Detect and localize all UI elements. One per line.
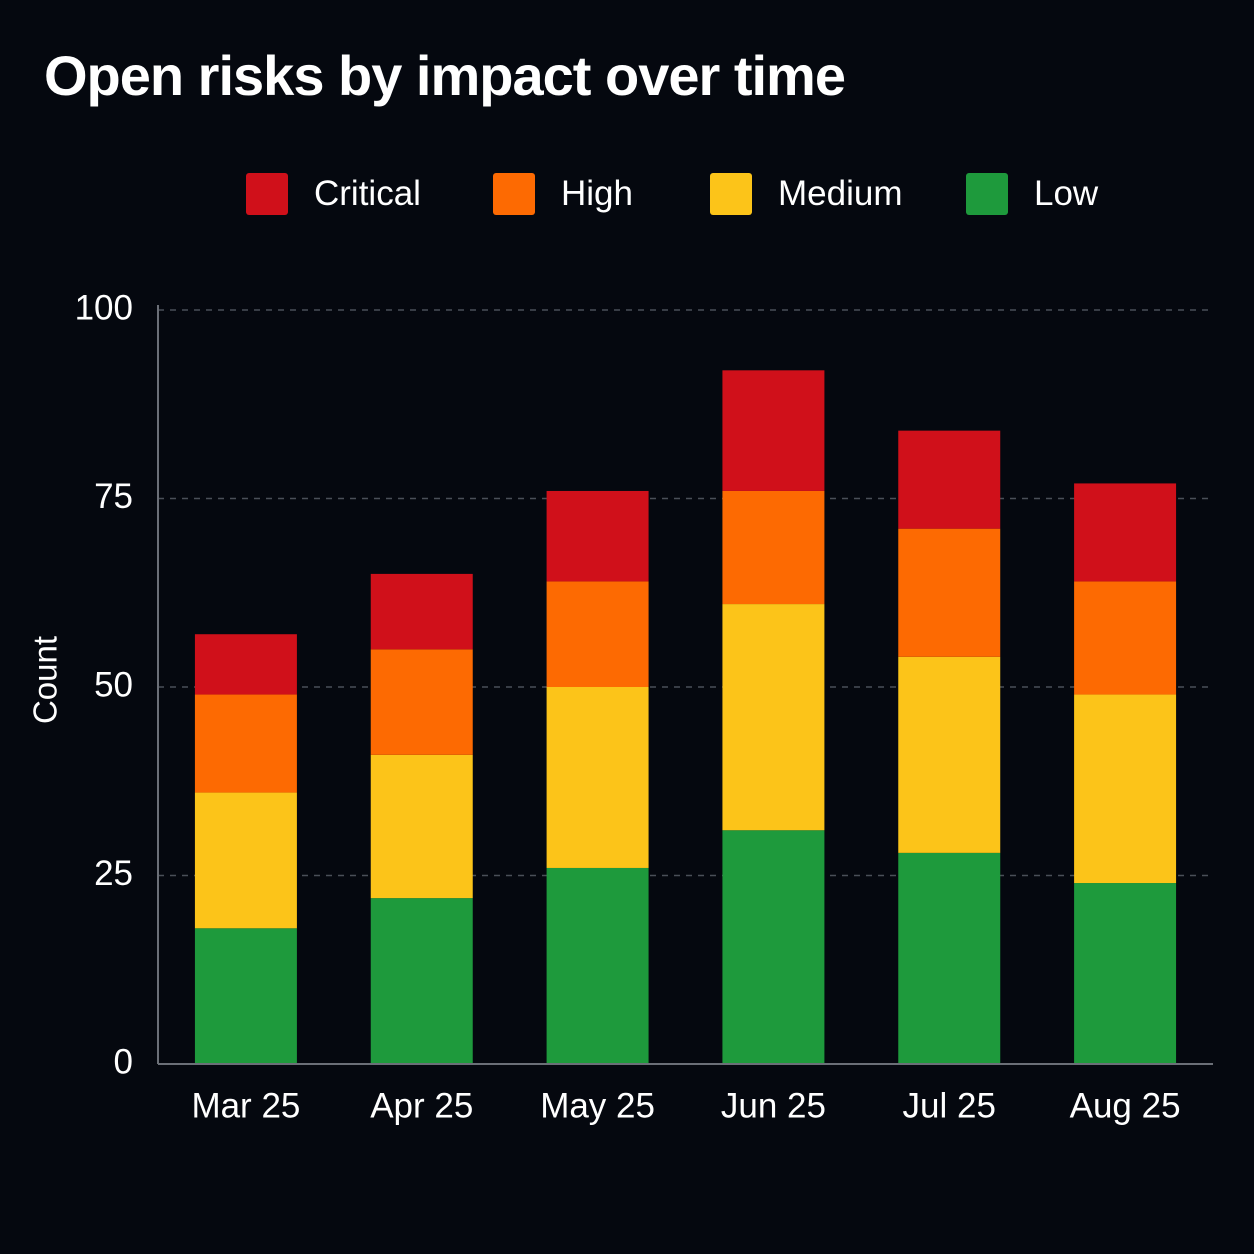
- x-tick-label: May 25: [540, 1086, 655, 1125]
- legend-label-high: High: [561, 174, 633, 213]
- bar-segment-low: [546, 867, 649, 1064]
- bar-segment-low: [722, 830, 825, 1064]
- bar-segment-medium: [370, 754, 473, 899]
- chart-title: Open risks by impact over time: [44, 44, 846, 107]
- x-tick-labels: Mar 25 Apr 25 May 25 Jun 25 Jul 25 Aug 25: [191, 1086, 1180, 1125]
- legend-item-critical: Critical: [246, 172, 421, 216]
- legend-item-high: High: [493, 172, 633, 216]
- bar-segment-medium: [194, 792, 297, 929]
- y-tick-label: 0: [114, 1042, 133, 1081]
- y-tick-label: 75: [94, 477, 133, 516]
- legend-label-medium: Medium: [778, 174, 903, 213]
- bar-segment-high: [546, 581, 649, 687]
- y-tick-labels: 0 25 50 75 100: [75, 288, 133, 1081]
- bar-segment-critical: [722, 370, 825, 491]
- bar-segment-high: [194, 694, 297, 793]
- legend-item-medium: Medium: [710, 172, 902, 216]
- chart-legend: Critical High Medium Low: [0, 172, 1254, 216]
- x-tick-label: Jun 25: [721, 1086, 826, 1125]
- bar-segment-medium: [1074, 694, 1177, 884]
- gridlines: [158, 309, 1213, 877]
- legend-swatch-high: [493, 173, 535, 215]
- bar-segment-high: [722, 490, 825, 605]
- bar-segment-high: [1074, 581, 1177, 695]
- legend-swatch-critical: [246, 173, 288, 215]
- x-tick-label: Apr 25: [370, 1086, 473, 1125]
- bar-segment-critical: [194, 634, 297, 695]
- legend-label-critical: Critical: [314, 174, 421, 213]
- axes: [157, 305, 1213, 1065]
- y-axis-title: Count: [27, 636, 64, 724]
- x-tick-label: Jul 25: [903, 1086, 996, 1125]
- bar-stack: [898, 430, 1001, 1064]
- bar-segment-high: [370, 649, 473, 755]
- bar-stack: [194, 634, 297, 1064]
- bar-segment-medium: [898, 656, 1001, 853]
- bar-segment-critical: [898, 430, 1001, 529]
- bar-segment-high: [898, 528, 1001, 657]
- bar-segment-medium: [722, 604, 825, 831]
- bar-stack: [370, 573, 473, 1064]
- bars: [194, 370, 1177, 1064]
- bar-segment-low: [370, 898, 473, 1064]
- legend-swatch-low: [966, 173, 1008, 215]
- bar-stack: [722, 370, 825, 1064]
- legend-item-low: Low: [966, 172, 1098, 216]
- bar-stack: [546, 490, 649, 1064]
- bar-segment-low: [194, 928, 297, 1064]
- x-tick-label: Mar 25: [191, 1086, 300, 1125]
- x-tick-label: Aug 25: [1070, 1086, 1181, 1125]
- bar-segment-low: [1074, 883, 1177, 1064]
- y-tick-label: 25: [94, 854, 133, 893]
- y-tick-label: 50: [94, 665, 133, 704]
- legend-label-low: Low: [1034, 174, 1099, 213]
- bar-segment-critical: [1074, 483, 1177, 582]
- bar-stack: [1074, 483, 1177, 1064]
- bar-segment-critical: [546, 490, 649, 582]
- bar-segment-medium: [546, 687, 649, 868]
- y-tick-label: 100: [75, 288, 133, 327]
- bar-segment-low: [898, 852, 1001, 1064]
- legend-swatch-medium: [710, 173, 752, 215]
- bar-segment-critical: [370, 573, 473, 650]
